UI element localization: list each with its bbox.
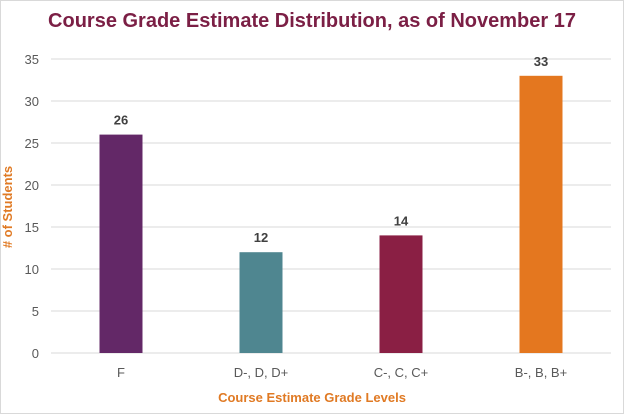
y-tick-label: 30 xyxy=(25,94,39,109)
chart-title: Course Grade Estimate Distribution, as o… xyxy=(48,10,576,32)
x-tick-label: B-, B, B+ xyxy=(515,365,567,380)
data-label: 26 xyxy=(114,113,128,128)
bar-2 xyxy=(379,235,423,353)
data-label: 12 xyxy=(254,230,268,245)
x-tick-label: D-, D, D+ xyxy=(234,365,289,380)
y-tick-label: 20 xyxy=(25,178,39,193)
x-tick-label: F xyxy=(117,365,125,380)
x-tick-label: C-, C, C+ xyxy=(374,365,429,380)
y-tick-label: 5 xyxy=(32,304,39,319)
x-axis-title: Course Estimate Grade Levels xyxy=(218,390,406,405)
bar-3 xyxy=(519,75,563,354)
y-tick-label: 0 xyxy=(32,346,39,361)
y-tick-label: 15 xyxy=(25,220,39,235)
data-label: 33 xyxy=(534,54,548,69)
y-tick-label: 25 xyxy=(25,136,39,151)
data-label: 14 xyxy=(394,213,409,228)
bar-0 xyxy=(99,134,143,353)
y-tick-label: 10 xyxy=(25,262,39,277)
y-tick-label: 35 xyxy=(25,52,39,67)
bar-1 xyxy=(239,252,283,353)
